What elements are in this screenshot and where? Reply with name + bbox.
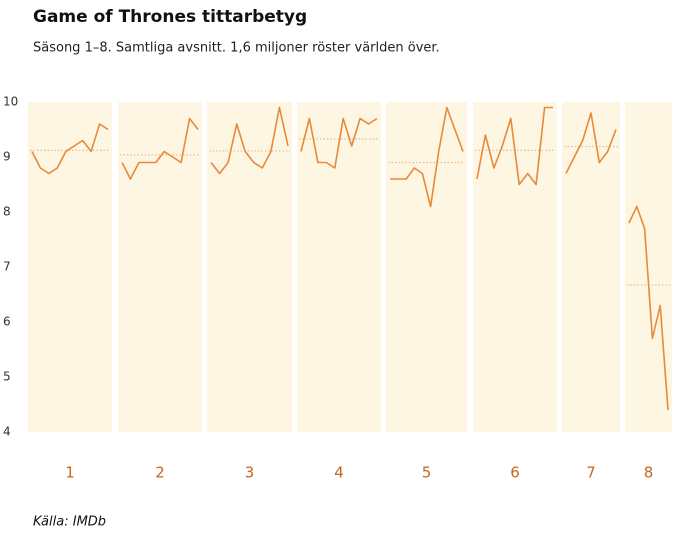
season-label: 2	[155, 464, 165, 482]
episode-line	[31, 123, 109, 175]
chart-subtitle: Säsong 1–8. Samtliga avsnitt. 1,6 miljon…	[33, 41, 440, 56]
panel	[28, 102, 112, 432]
y-tick-label: 6	[3, 315, 11, 329]
y-tick-label: 9	[3, 150, 11, 164]
episode-line	[476, 106, 553, 186]
season-label: 7	[586, 464, 596, 482]
episode-line	[210, 106, 289, 175]
season-label: 3	[245, 464, 255, 482]
season-label: 4	[334, 464, 344, 482]
y-tick-label: 10	[3, 95, 18, 109]
season-label: 6	[510, 464, 520, 482]
episode-line	[390, 106, 464, 208]
y-tick-label: 4	[3, 425, 11, 439]
y-tick-label: 7	[3, 260, 11, 274]
season-label: 1	[65, 464, 75, 482]
panel	[625, 102, 672, 432]
source: Källa: IMDb	[33, 515, 106, 530]
episode-line	[300, 117, 378, 169]
panel	[562, 102, 620, 432]
chart-title: Game of Thrones tittarbetyg	[33, 7, 307, 27]
season-label: 5	[422, 464, 432, 482]
panel	[297, 102, 381, 432]
season-label: 8	[644, 464, 654, 482]
y-tick-label: 8	[3, 205, 11, 219]
panel	[118, 102, 202, 432]
panel	[386, 102, 467, 432]
y-tick-label: 5	[3, 370, 11, 384]
episode-line	[121, 117, 199, 180]
episode-line	[565, 112, 617, 174]
episode-line	[628, 205, 669, 411]
